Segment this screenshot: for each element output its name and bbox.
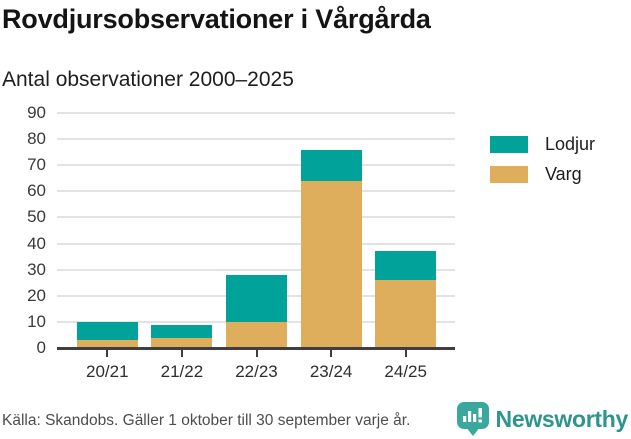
y-tick-label: 20 [27,285,46,305]
x-tick-mark [180,350,183,357]
x-tick-mark [330,350,333,357]
newsworthy-badge-icon [456,402,489,436]
plot-area: 0 10 20 30 40 50 60 70 80 90 20/21 21/22 22/23 23/24 2… [27,103,455,381]
x-tick-mark [106,350,109,357]
x-tick-label: 23/24 [309,362,353,381]
chart-title: Rovdjursobservationer i Vårgårda [2,4,431,34]
legend: Lodjur Varg [490,134,595,185]
x-tick-label: 24/25 [384,362,427,381]
bar-segment-varg [226,321,287,348]
x-tick-mark [404,350,407,357]
y-gridline [57,164,455,167]
y-tick-label: 60 [27,181,46,201]
y-tick-label: 0 [36,338,46,357]
bar-segment-lodjur [151,324,213,338]
legend-label: Lodjur [545,134,596,154]
bar-segment-lodjur [300,149,362,181]
y-tick-label: 40 [27,233,46,253]
y-gridline [57,190,455,193]
legend-swatch-varg [490,166,528,183]
x-tick-label: 20/21 [86,362,129,381]
x-axis-line [57,347,455,350]
y-tick-label: 30 [27,259,46,279]
legend-item-varg: Varg [490,164,595,185]
y-tick-label: 10 [27,311,46,331]
bar-segment-varg [375,280,437,348]
legend-item-lodjur: Lodjur [490,134,595,155]
y-tick-label: 80 [27,129,46,149]
y-tick-label: 90 [27,103,46,122]
legend-label: Varg [545,164,582,184]
bar-segment-varg [76,340,138,348]
y-gridline [57,242,455,245]
legend-swatch-lodjur [490,136,528,153]
y-gridline [57,138,455,141]
x-tick-label: 22/23 [235,362,278,381]
bar-segment-varg [300,180,362,348]
x-tick-mark [255,350,258,357]
source-note: Källa: Skandobs. Gäller 1 oktober till 3… [2,412,411,429]
y-gridline [57,112,455,114]
y-gridline [57,216,455,219]
brand-logo: Newsworthy [456,402,629,436]
bar-segment-lodjur [76,321,138,341]
y-tick-label: 70 [27,155,46,175]
chart-subtitle: Antal observationer 2000–2025 [2,68,294,91]
x-tick-label: 21/22 [160,362,204,381]
y-tick-label: 50 [27,207,46,227]
bar-segment-varg [151,337,213,348]
bar-segment-lodjur [375,251,437,281]
brand-wordmark: Newsworthy [495,405,629,432]
y-gridline [57,268,455,271]
bar-segment-lodjur [226,274,287,322]
